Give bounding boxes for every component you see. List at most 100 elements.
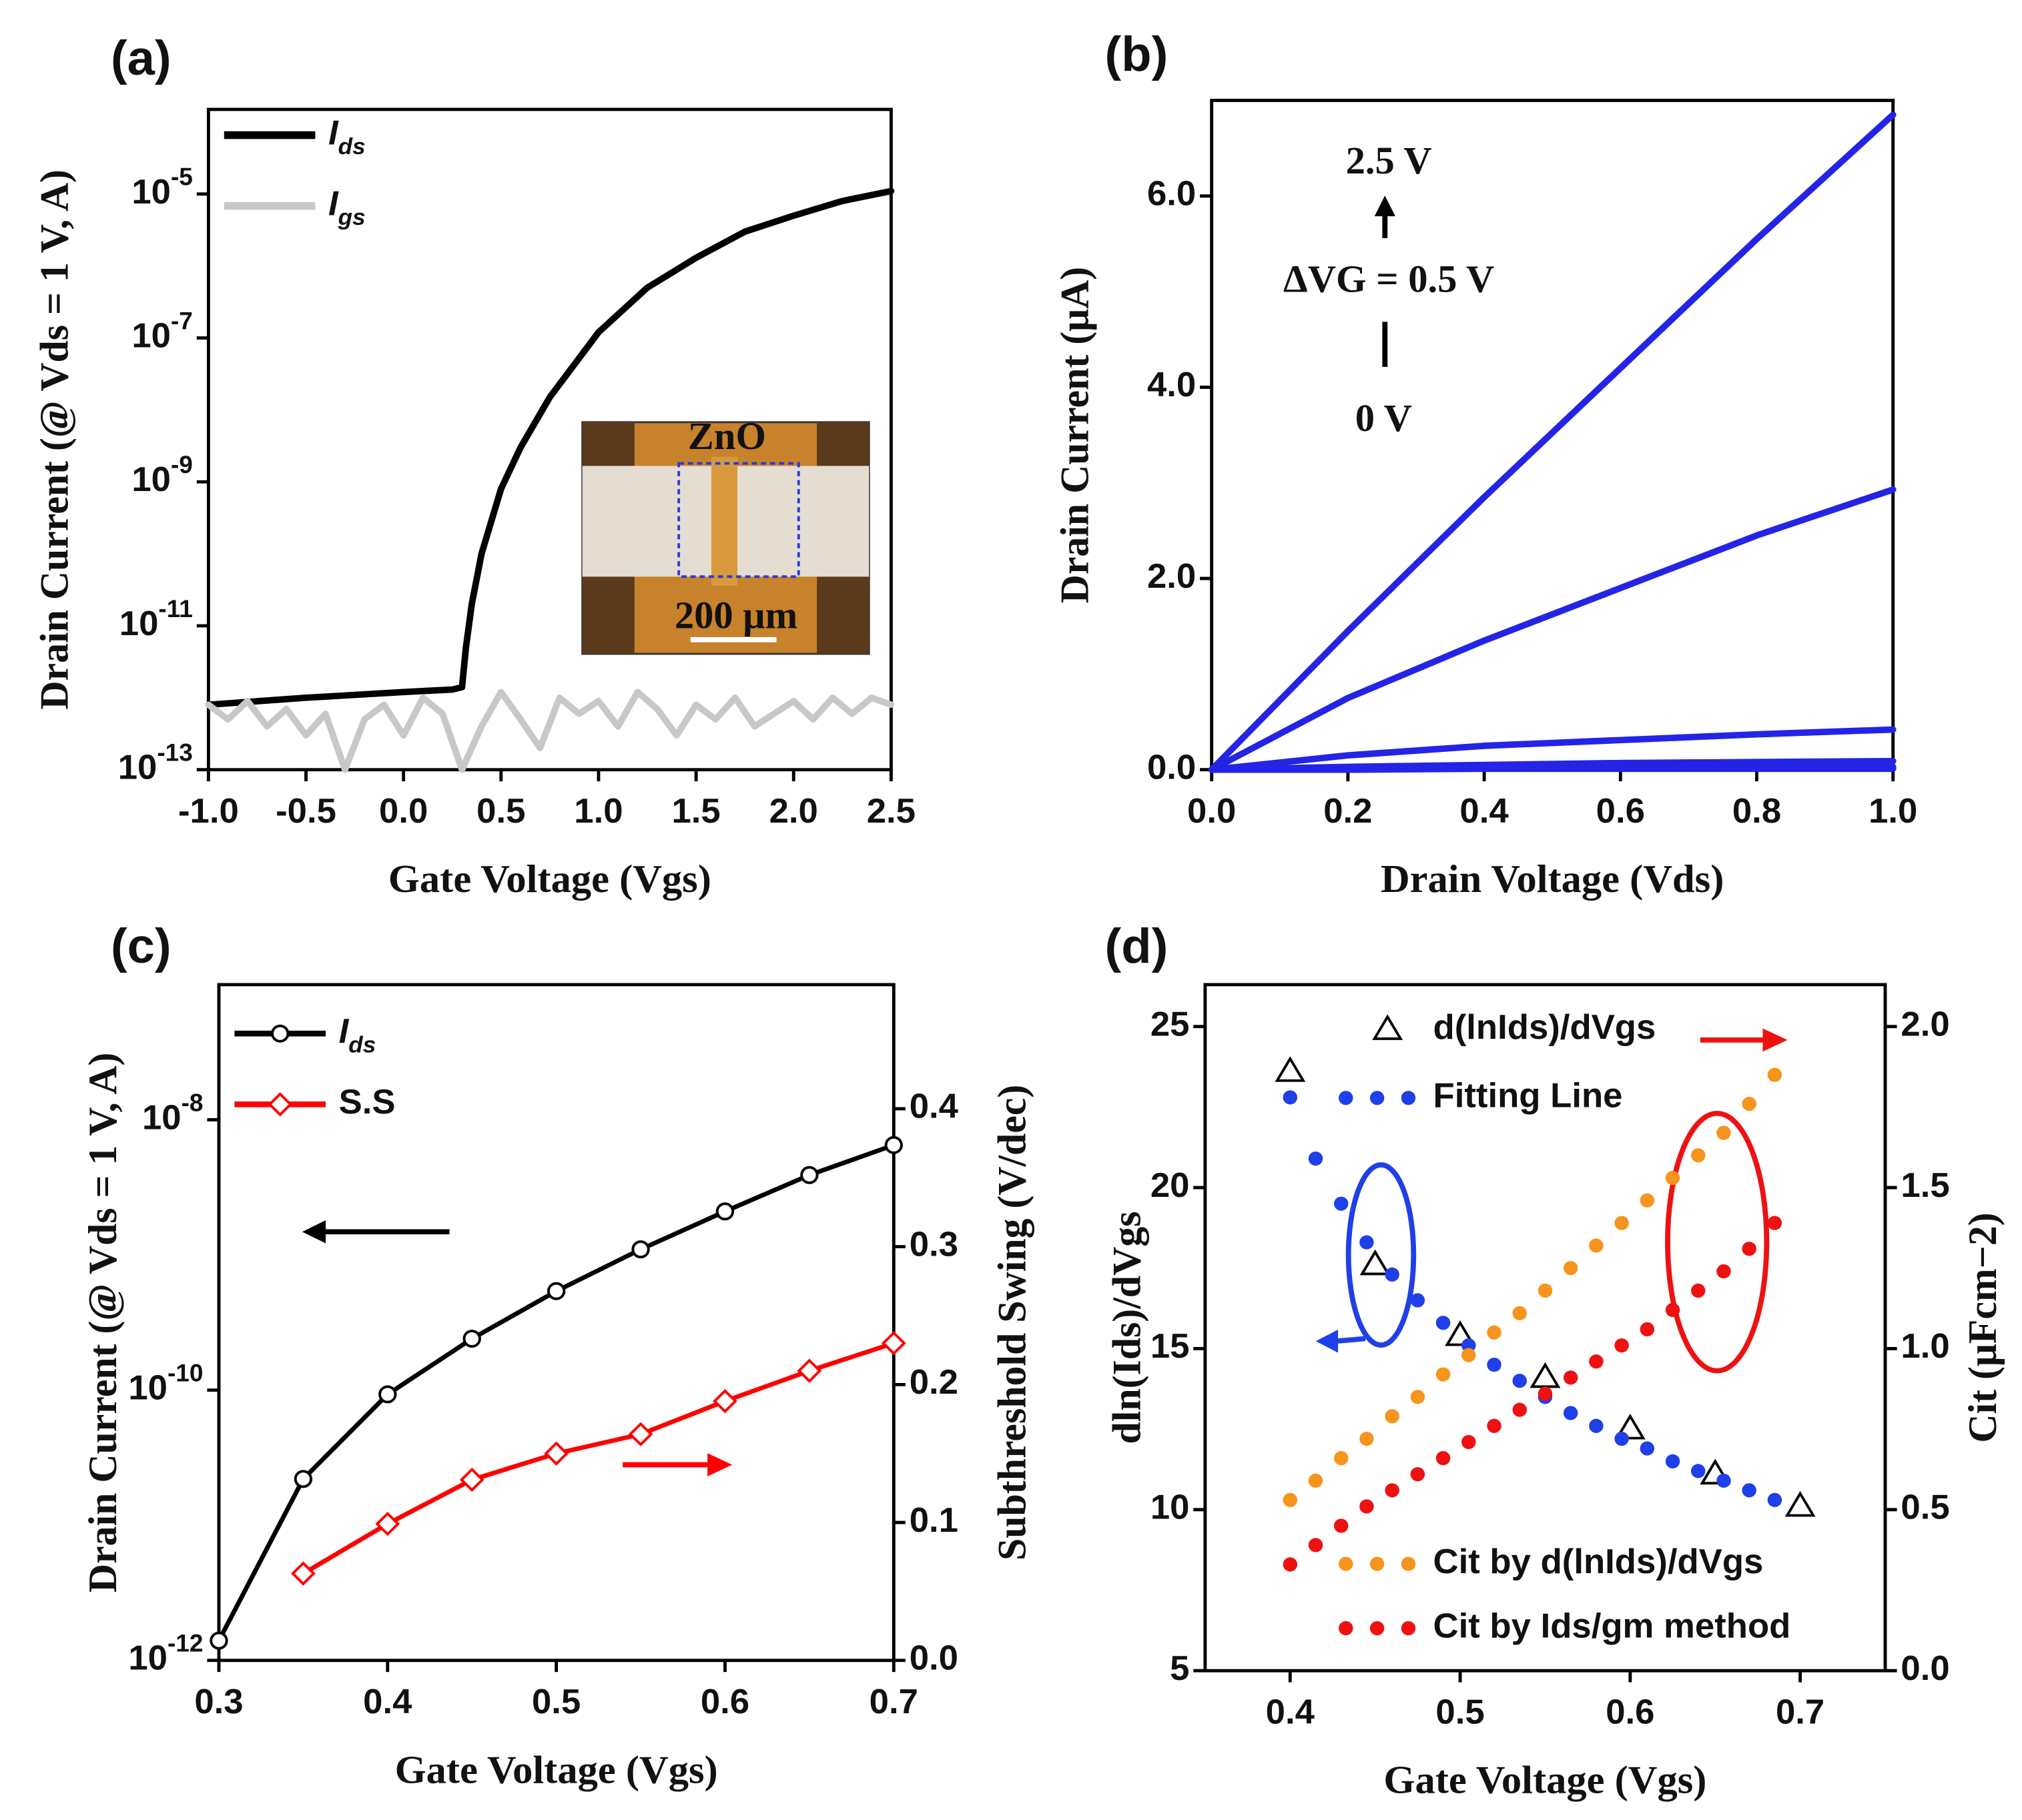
y2-tick-label: 0.1	[910, 1501, 958, 1540]
x-tick-label: 0.4	[1266, 1693, 1315, 1732]
y-axis-label: Drain Current (@ Vds = 1 V, A)	[32, 169, 77, 710]
panel-title: (d)	[1105, 919, 1168, 974]
x-tick-label: 1.0	[574, 792, 623, 831]
legend-marker	[1401, 1621, 1416, 1636]
y-tick-label: 2.0	[1147, 557, 1196, 596]
marker	[1512, 1374, 1527, 1388]
legend-marker	[271, 1024, 290, 1043]
y2-tick-label: 1.0	[1901, 1327, 1949, 1366]
marker	[1589, 1418, 1604, 1433]
marker	[1614, 1216, 1629, 1230]
marker	[462, 1330, 481, 1348]
marker	[1435, 1450, 1451, 1466]
legend-marker	[1401, 1091, 1416, 1105]
marker	[1283, 1090, 1298, 1105]
legend-label: Cit by d(lnIds)/dVgs	[1433, 1542, 1764, 1581]
panel-title: (c)	[111, 919, 172, 974]
marker	[1589, 1354, 1604, 1369]
series-line	[205, 689, 895, 773]
marker	[1359, 1235, 1374, 1250]
marker	[1589, 1238, 1604, 1253]
marker	[1530, 1362, 1561, 1388]
decorations	[302, 195, 1788, 1476]
x-tick-label: 0.7	[870, 1683, 918, 1721]
marker	[1359, 1249, 1391, 1276]
marker	[1333, 1450, 1349, 1466]
annotation: 0 V	[1355, 396, 1412, 440]
x-tick-label: 0.0	[379, 792, 428, 831]
marker	[294, 1470, 313, 1488]
marker	[1308, 1538, 1323, 1552]
marker	[1767, 1492, 1782, 1507]
y2-tick-label: 1.5	[1901, 1166, 1949, 1205]
marker	[1767, 1216, 1782, 1230]
marker	[1410, 1467, 1425, 1482]
y-tick-label: 10-13	[118, 739, 193, 787]
series-line	[1208, 726, 1897, 773]
legend-label: d(lnIds)/dVgs	[1433, 1008, 1656, 1047]
marker	[1691, 1464, 1706, 1478]
marker	[1716, 1264, 1731, 1279]
legend-marker	[1369, 1621, 1385, 1636]
marker	[1784, 1490, 1816, 1517]
x-tick-label: 0.7	[1776, 1693, 1824, 1732]
x-tick-label: 0.0	[1187, 792, 1236, 831]
x-tick-label: 0.5	[532, 1683, 581, 1721]
x-tick-label: 0.4	[363, 1683, 412, 1721]
marker	[1742, 1096, 1756, 1111]
panel-title: (b)	[1105, 27, 1168, 82]
x-axis-label: Gate Voltage (Vgs)	[395, 1748, 718, 1793]
y2-tick-label: 0.0	[1901, 1649, 1949, 1688]
y2-tick-label: 0.0	[910, 1639, 958, 1678]
x-tick-label: 0.3	[194, 1683, 243, 1721]
marker	[1359, 1499, 1374, 1514]
x-tick-label: 2.5	[867, 792, 916, 831]
x-tick-label: 1.0	[1869, 792, 1917, 831]
marker	[291, 1561, 316, 1586]
y-tick-label: 10-12	[128, 1629, 203, 1677]
y-tick-label: 4.0	[1147, 366, 1196, 404]
legend-label: Ids	[339, 1012, 376, 1057]
x-tick-label: 0.5	[1435, 1693, 1484, 1732]
legend-marker	[1401, 1556, 1416, 1571]
y2-tick-label: 0.2	[910, 1363, 958, 1402]
legend-marker	[1339, 1091, 1353, 1105]
annotation: ΔVG = 0.5 V	[1283, 258, 1494, 301]
y-tick-label: 10-8	[142, 1089, 204, 1137]
y-axis-label: Drain Current (μA)	[1052, 267, 1097, 603]
y-axis-label: Drain Current (@ Vds = 1 V, A)	[81, 1053, 125, 1593]
legend-marker	[1369, 1556, 1385, 1571]
marker	[1742, 1483, 1756, 1498]
marker	[1716, 1473, 1731, 1488]
marker	[459, 1467, 484, 1492]
y-tick-label: 15	[1150, 1327, 1190, 1366]
marker	[1640, 1441, 1655, 1456]
marker	[1665, 1454, 1680, 1469]
y-tick-label: 10-7	[131, 307, 193, 355]
x-tick-label: 0.2	[1323, 792, 1372, 831]
inset-image	[581, 421, 870, 655]
marker	[628, 1422, 653, 1446]
x-tick-label: 0.4	[1459, 792, 1508, 831]
marker	[1333, 1518, 1349, 1533]
x-axis-label: Drain Voltage (Vds)	[1381, 857, 1724, 902]
marker	[1512, 1402, 1527, 1417]
x-tick-label: 0.6	[1596, 792, 1645, 831]
series-line	[1208, 111, 1897, 773]
legend-label: Fitting Line	[1433, 1077, 1623, 1115]
marker	[375, 1511, 400, 1536]
marker	[1333, 1196, 1349, 1211]
marker	[544, 1441, 569, 1466]
marker	[1563, 1406, 1578, 1420]
marker	[1538, 1386, 1553, 1401]
marker	[1308, 1151, 1323, 1166]
marker	[378, 1385, 397, 1404]
marker	[1385, 1483, 1399, 1498]
plot-frame	[1203, 983, 1887, 1673]
marker	[1742, 1242, 1756, 1256]
y-tick-label: 20	[1150, 1166, 1190, 1205]
marker	[715, 1202, 735, 1221]
plot-frame	[206, 107, 893, 772]
annotation: ZnO	[688, 414, 766, 458]
